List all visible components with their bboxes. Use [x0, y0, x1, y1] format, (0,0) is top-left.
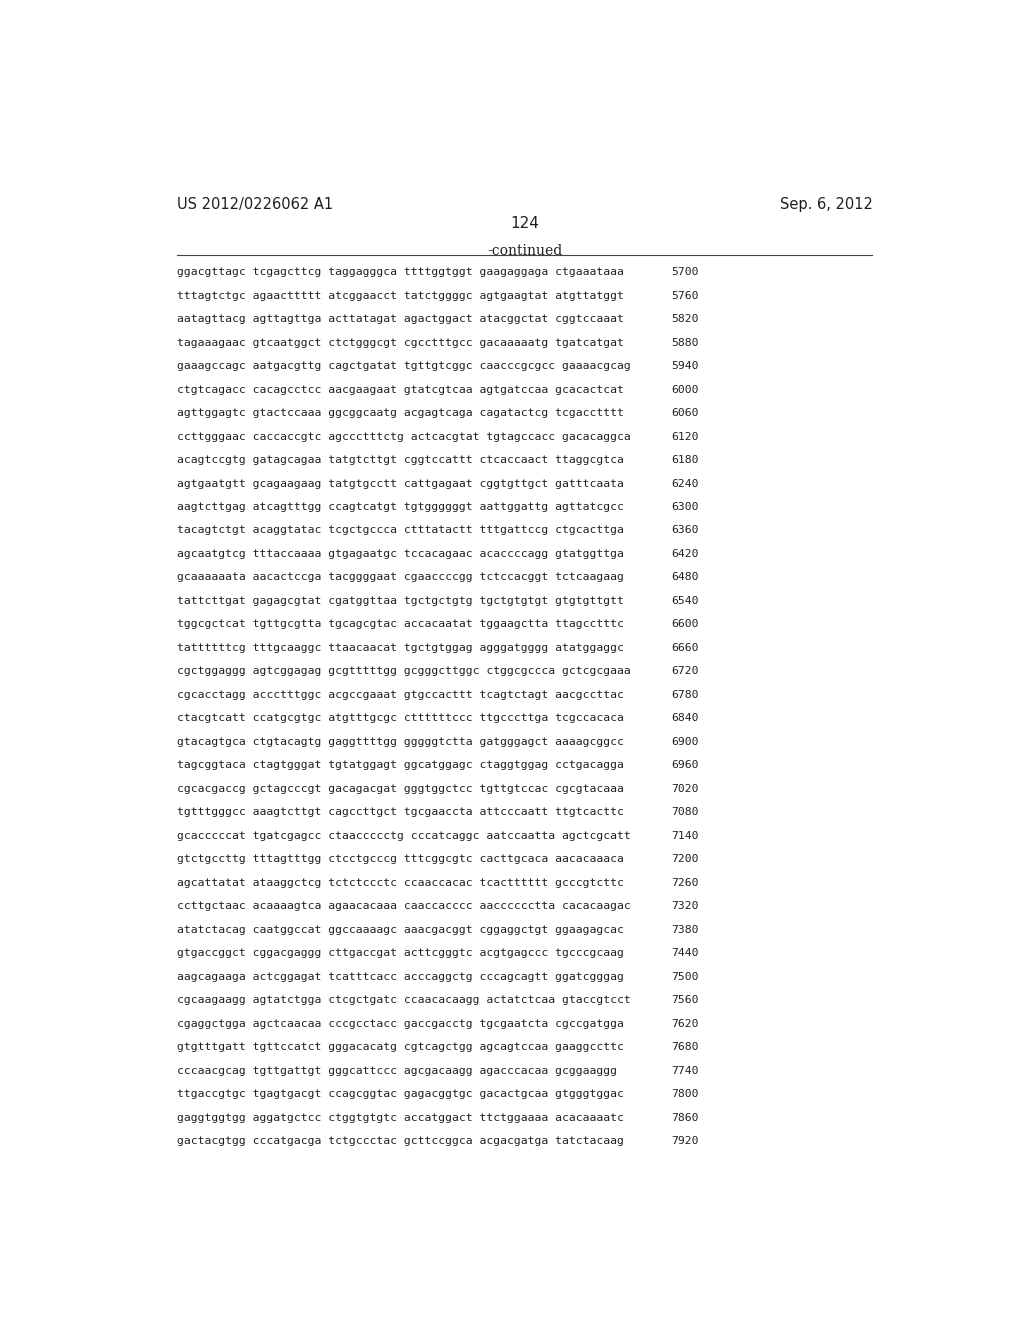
Text: 6180: 6180 — [672, 455, 699, 465]
Text: 6840: 6840 — [672, 713, 699, 723]
Text: ggacgttagc tcgagcttcg taggagggca ttttggtggt gaagaggaga ctgaaataaa: ggacgttagc tcgagcttcg taggagggca ttttggt… — [177, 267, 624, 277]
Text: aagtcttgag atcagtttgg ccagtcatgt tgtggggggt aattggattg agttatcgcc: aagtcttgag atcagtttgg ccagtcatgt tgtgggg… — [177, 502, 624, 512]
Text: 7080: 7080 — [672, 808, 699, 817]
Text: tttagtctgc agaacttttt atcggaacct tatctggggc agtgaagtat atgttatggt: tttagtctgc agaacttttt atcggaacct tatctgg… — [177, 290, 624, 301]
Text: 5760: 5760 — [672, 290, 699, 301]
Text: gaaagccagc aatgacgttg cagctgatat tgttgtcggc caacccgcgcc gaaaacgcag: gaaagccagc aatgacgttg cagctgatat tgttgtc… — [177, 362, 631, 371]
Text: 7740: 7740 — [672, 1065, 699, 1076]
Text: 6480: 6480 — [672, 573, 699, 582]
Text: ccttgctaac acaaaagtca agaacacaaa caaccacccc aacccccctta cacacaagac: ccttgctaac acaaaagtca agaacacaaa caaccac… — [177, 902, 631, 911]
Text: -continued: -continued — [487, 244, 562, 257]
Text: aagcagaaga actcggagat tcatttcacc acccaggctg cccagcagtt ggatcgggag: aagcagaaga actcggagat tcatttcacc acccagg… — [177, 972, 624, 982]
Text: 7440: 7440 — [672, 948, 699, 958]
Text: atatctacag caatggccat ggccaaaagc aaacgacggt cggaggctgt ggaagagcac: atatctacag caatggccat ggccaaaagc aaacgac… — [177, 925, 624, 935]
Text: 7560: 7560 — [672, 995, 699, 1005]
Text: Sep. 6, 2012: Sep. 6, 2012 — [779, 197, 872, 213]
Text: tagaaagaac gtcaatggct ctctgggcgt cgcctttgcc gacaaaaatg tgatcatgat: tagaaagaac gtcaatggct ctctgggcgt cgccttt… — [177, 338, 624, 347]
Text: 7800: 7800 — [672, 1089, 699, 1100]
Text: tagcggtaca ctagtgggat tgtatggagt ggcatggagc ctaggtggag cctgacagga: tagcggtaca ctagtgggat tgtatggagt ggcatgg… — [177, 760, 624, 771]
Text: cgaggctgga agctcaacaa cccgcctacc gaccgacctg tgcgaatcta cgccgatgga: cgaggctgga agctcaacaa cccgcctacc gaccgac… — [177, 1019, 624, 1028]
Text: US 2012/0226062 A1: US 2012/0226062 A1 — [177, 197, 334, 213]
Text: 6780: 6780 — [672, 690, 699, 700]
Text: 7200: 7200 — [672, 854, 699, 865]
Text: gtgtttgatt tgttccatct gggacacatg cgtcagctgg agcagtccaa gaaggccttc: gtgtttgatt tgttccatct gggacacatg cgtcagc… — [177, 1041, 624, 1052]
Text: 6960: 6960 — [672, 760, 699, 771]
Text: gtgaccggct cggacgaggg cttgaccgat acttcgggtc acgtgagccc tgcccgcaag: gtgaccggct cggacgaggg cttgaccgat acttcgg… — [177, 948, 624, 958]
Text: acagtccgtg gatagcagaa tatgtcttgt cggtccattt ctcaccaact ttaggcgtca: acagtccgtg gatagcagaa tatgtcttgt cggtcca… — [177, 455, 624, 465]
Text: 6420: 6420 — [672, 549, 699, 558]
Text: gaggtggtgg aggatgctcc ctggtgtgtc accatggact ttctggaaaa acacaaaatc: gaggtggtgg aggatgctcc ctggtgtgtc accatgg… — [177, 1113, 624, 1122]
Text: 5940: 5940 — [672, 362, 699, 371]
Text: 7380: 7380 — [672, 925, 699, 935]
Text: gtacagtgca ctgtacagtg gaggttttgg gggggtctta gatgggagct aaaagcggcc: gtacagtgca ctgtacagtg gaggttttgg gggggtc… — [177, 737, 624, 747]
Text: 5700: 5700 — [672, 267, 699, 277]
Text: gcaaaaaata aacactccga tacggggaat cgaaccccgg tctccacggt tctcaagaag: gcaaaaaata aacactccga tacggggaat cgaaccc… — [177, 573, 624, 582]
Text: 7140: 7140 — [672, 830, 699, 841]
Text: 7500: 7500 — [672, 972, 699, 982]
Text: gactacgtgg cccatgacga tctgccctac gcttccggca acgacgatga tatctacaag: gactacgtgg cccatgacga tctgccctac gcttccg… — [177, 1137, 624, 1146]
Text: 7620: 7620 — [672, 1019, 699, 1028]
Text: 5820: 5820 — [672, 314, 699, 325]
Text: 6120: 6120 — [672, 432, 699, 442]
Text: agcattatat ataaggctcg tctctccctc ccaaccacac tcactttttt gcccgtcttc: agcattatat ataaggctcg tctctccctc ccaacca… — [177, 878, 624, 888]
Text: tacagtctgt acaggtatac tcgctgccca ctttatactt tttgattccg ctgcacttga: tacagtctgt acaggtatac tcgctgccca ctttata… — [177, 525, 624, 536]
Text: agtgaatgtt gcagaagaag tatgtgcctt cattgagaat cggtgttgct gatttcaata: agtgaatgtt gcagaagaag tatgtgcctt cattgag… — [177, 479, 624, 488]
Text: 6600: 6600 — [672, 619, 699, 630]
Text: cgcacgaccg gctagcccgt gacagacgat gggtggctcc tgttgtccac cgcgtacaaa: cgcacgaccg gctagcccgt gacagacgat gggtggc… — [177, 784, 624, 793]
Text: tattcttgat gagagcgtat cgatggttaa tgctgctgtg tgctgtgtgt gtgtgttgtt: tattcttgat gagagcgtat cgatggttaa tgctgct… — [177, 595, 624, 606]
Text: ttgaccgtgc tgagtgacgt ccagcggtac gagacggtgc gacactgcaa gtgggtggac: ttgaccgtgc tgagtgacgt ccagcggtac gagacgg… — [177, 1089, 624, 1100]
Text: cccaacgcag tgttgattgt gggcattccc agcgacaagg agacccacaa gcggaaggg: cccaacgcag tgttgattgt gggcattccc agcgaca… — [177, 1065, 617, 1076]
Text: 6900: 6900 — [672, 737, 699, 747]
Text: 7320: 7320 — [672, 902, 699, 911]
Text: 6240: 6240 — [672, 479, 699, 488]
Text: ccttgggaac caccaccgtc agccctttctg actcacgtat tgtagccacc gacacaggca: ccttgggaac caccaccgtc agccctttctg actcac… — [177, 432, 631, 442]
Text: gtctgccttg tttagtttgg ctcctgcccg tttcggcgtc cacttgcaca aacacaaaca: gtctgccttg tttagtttgg ctcctgcccg tttcggc… — [177, 854, 624, 865]
Text: 6720: 6720 — [672, 667, 699, 676]
Text: aatagttacg agttagttga acttatagat agactggact atacggctat cggtccaaat: aatagttacg agttagttga acttatagat agactgg… — [177, 314, 624, 325]
Text: cgcaagaagg agtatctgga ctcgctgatc ccaacacaagg actatctcaa gtaccgtcct: cgcaagaagg agtatctgga ctcgctgatc ccaacac… — [177, 995, 631, 1005]
Text: 6360: 6360 — [672, 525, 699, 536]
Text: 124: 124 — [510, 216, 540, 231]
Text: 7920: 7920 — [672, 1137, 699, 1146]
Text: 6300: 6300 — [672, 502, 699, 512]
Text: cgcacctagg accctttggc acgccgaaat gtgccacttt tcagtctagt aacgccttac: cgcacctagg accctttggc acgccgaaat gtgccac… — [177, 690, 624, 700]
Text: tgtttgggcc aaagtcttgt cagccttgct tgcgaaccta attcccaatt ttgtcacttc: tgtttgggcc aaagtcttgt cagccttgct tgcgaac… — [177, 808, 624, 817]
Text: 7680: 7680 — [672, 1041, 699, 1052]
Text: ctacgtcatt ccatgcgtgc atgtttgcgc cttttttccc ttgcccttga tcgccacaca: ctacgtcatt ccatgcgtgc atgtttgcgc ctttttt… — [177, 713, 624, 723]
Text: agcaatgtcg tttaccaaaa gtgagaatgc tccacagaac acaccccagg gtatggttga: agcaatgtcg tttaccaaaa gtgagaatgc tccacag… — [177, 549, 624, 558]
Text: cgctggaggg agtcggagag gcgtttttgg gcgggcttggc ctggcgccca gctcgcgaaa: cgctggaggg agtcggagag gcgtttttgg gcgggct… — [177, 667, 631, 676]
Text: agttggagtc gtactccaaa ggcggcaatg acgagtcaga cagatactcg tcgacctttt: agttggagtc gtactccaaa ggcggcaatg acgagtc… — [177, 408, 624, 418]
Text: 7260: 7260 — [672, 878, 699, 888]
Text: gcacccccat tgatcgagcc ctaaccccctg cccatcaggc aatccaatta agctcgcatt: gcacccccat tgatcgagcc ctaaccccctg cccatc… — [177, 830, 631, 841]
Text: tattttttcg tttgcaaggc ttaacaacat tgctgtggag agggatgggg atatggaggc: tattttttcg tttgcaaggc ttaacaacat tgctgtg… — [177, 643, 624, 653]
Text: ctgtcagacc cacagcctcc aacgaagaat gtatcgtcaa agtgatccaa gcacactcat: ctgtcagacc cacagcctcc aacgaagaat gtatcgt… — [177, 384, 624, 395]
Text: 7020: 7020 — [672, 784, 699, 793]
Text: 6660: 6660 — [672, 643, 699, 653]
Text: 5880: 5880 — [672, 338, 699, 347]
Text: 6000: 6000 — [672, 384, 699, 395]
Text: 6060: 6060 — [672, 408, 699, 418]
Text: 7860: 7860 — [672, 1113, 699, 1122]
Text: 6540: 6540 — [672, 595, 699, 606]
Text: tggcgctcat tgttgcgtta tgcagcgtac accacaatat tggaagctta ttagcctttc: tggcgctcat tgttgcgtta tgcagcgtac accacaa… — [177, 619, 624, 630]
